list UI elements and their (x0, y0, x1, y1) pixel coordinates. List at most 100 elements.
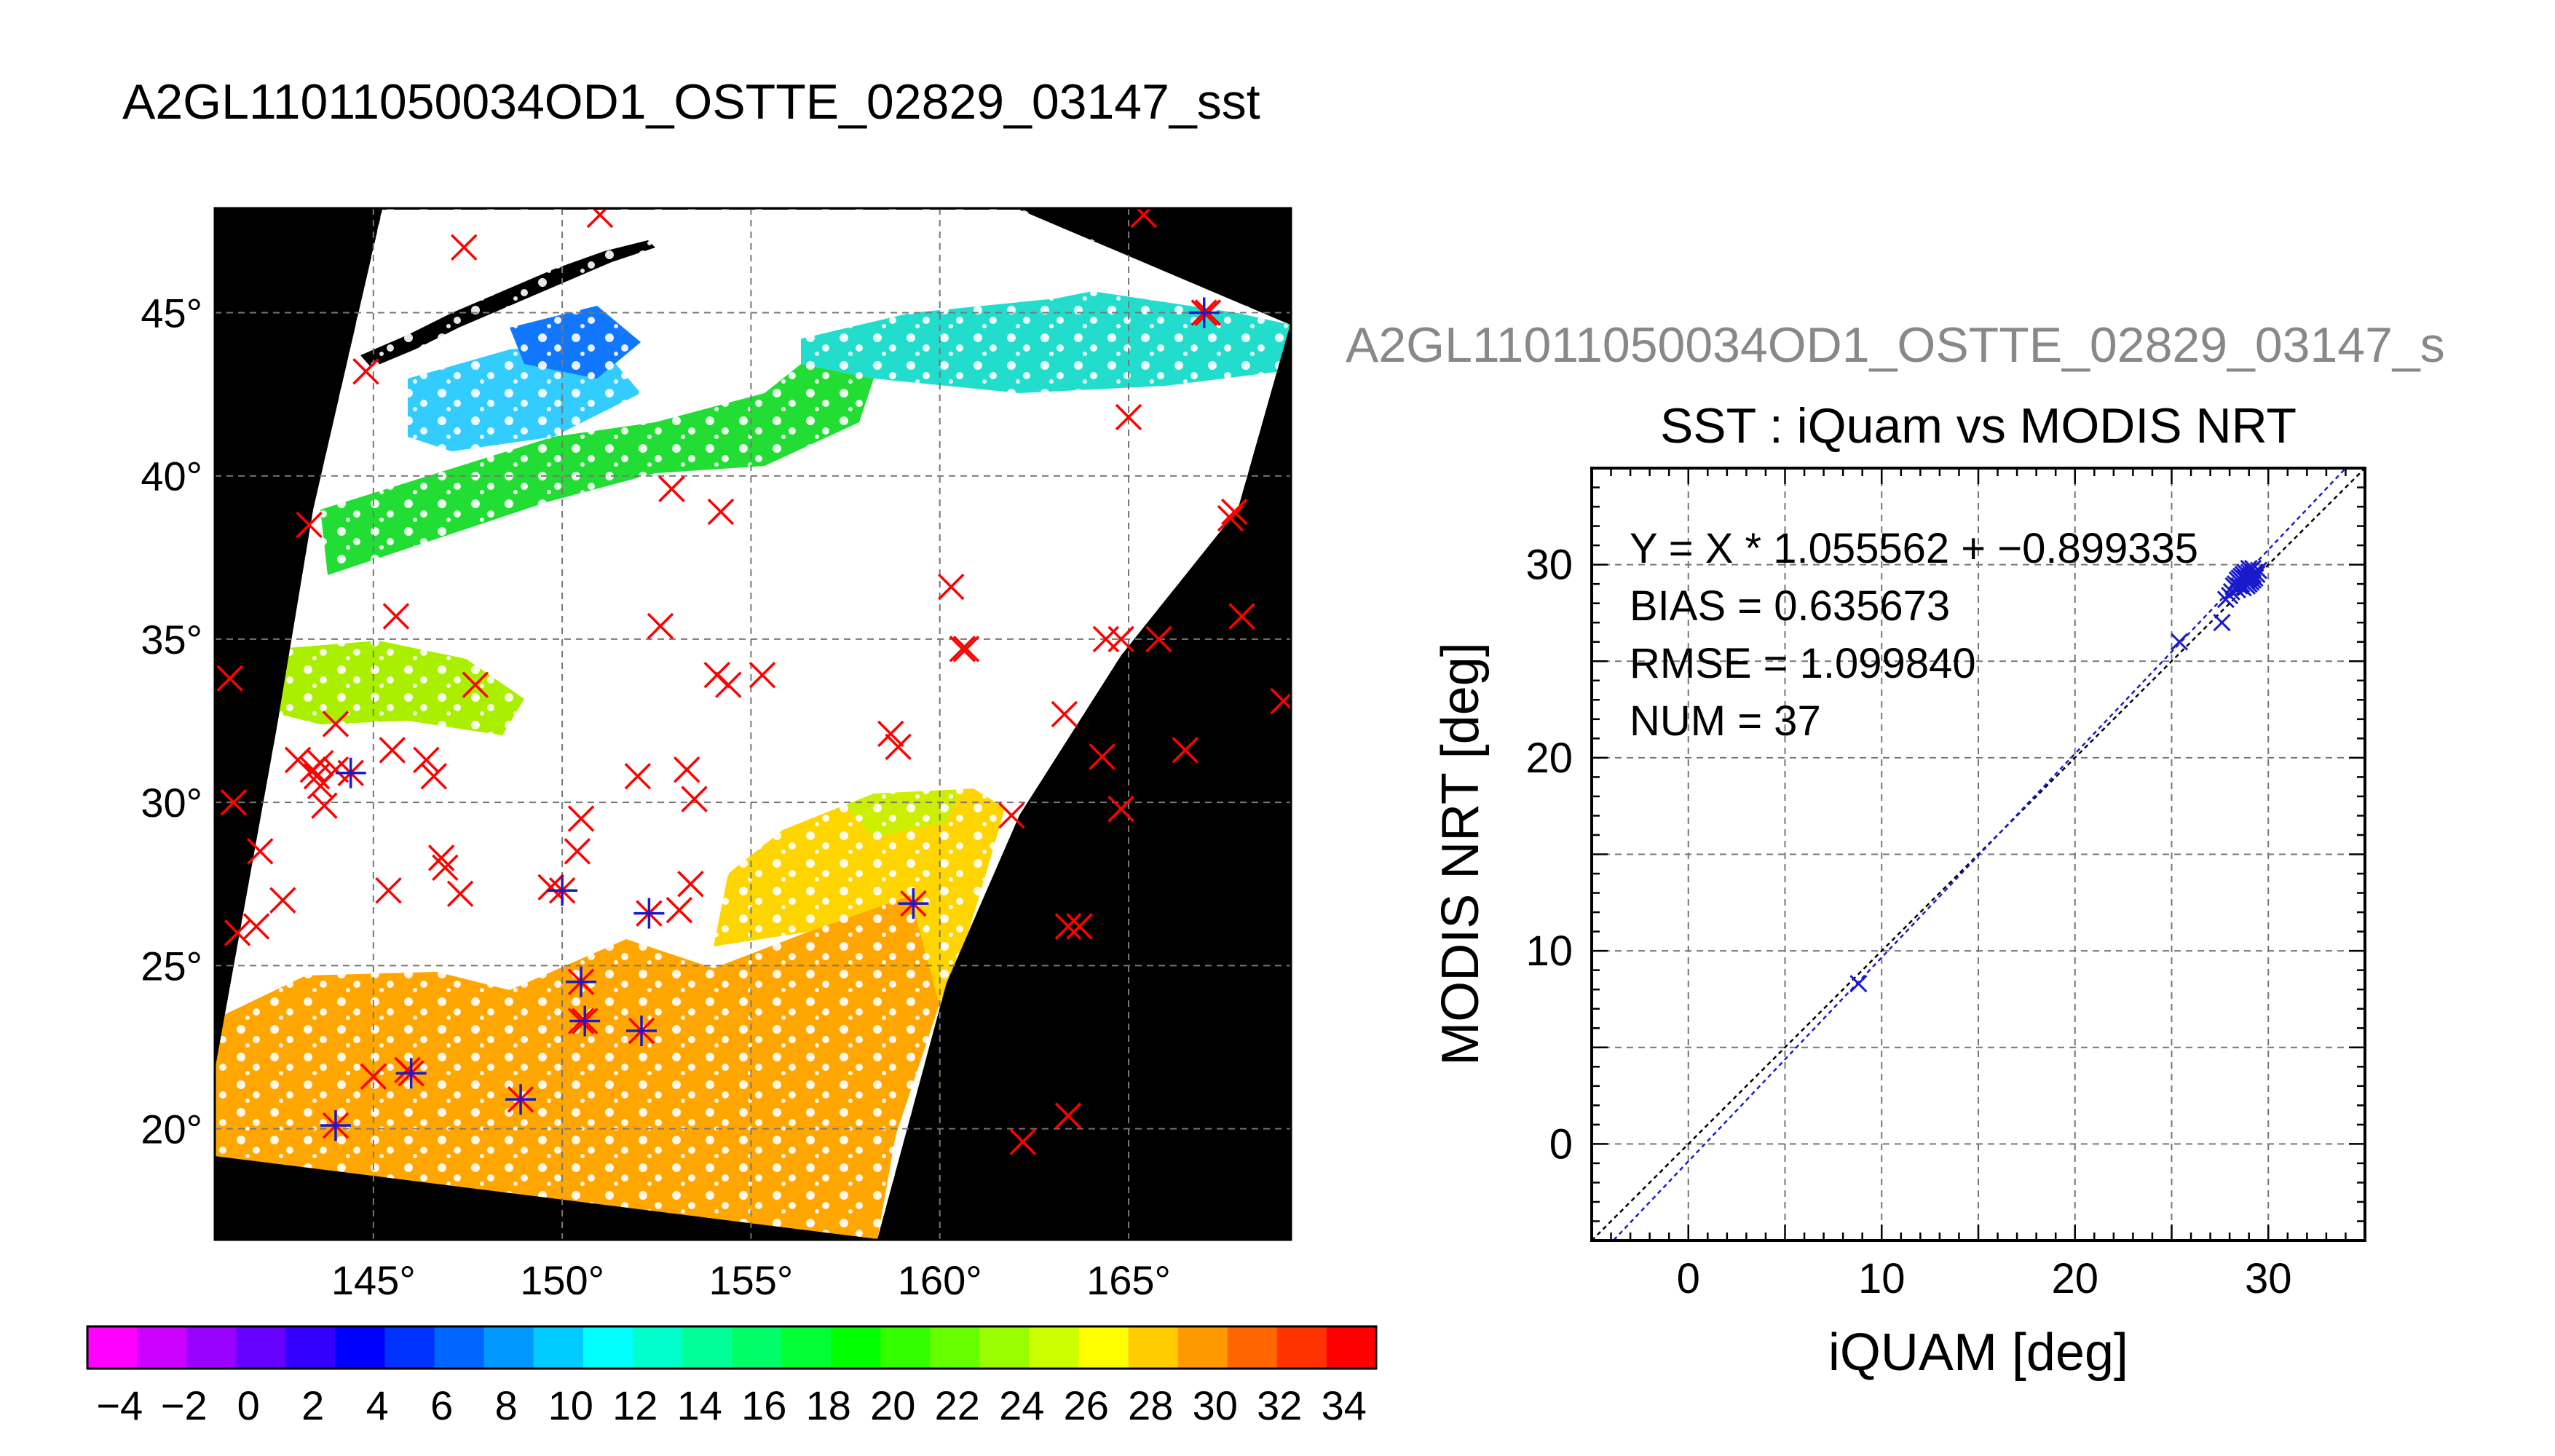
stats-line: BIAS = 0.635673 (1630, 582, 1950, 630)
iquam-marker (658, 475, 685, 502)
colorbar-cell (87, 1326, 138, 1369)
scatter-point (2249, 561, 2268, 579)
colorbar-cell (880, 1326, 931, 1369)
scatter-point (2248, 565, 2266, 583)
iquam-marker (413, 746, 440, 774)
map-lon-tick-label: 165° (1086, 1257, 1171, 1303)
map-lon-tick-label: 145° (331, 1257, 416, 1303)
iquam-marker (1054, 1102, 1082, 1129)
colorbar-cell (384, 1326, 435, 1369)
iquam-marker (242, 913, 270, 940)
iquam-marker (1066, 913, 1093, 940)
iquam-marker (246, 838, 274, 865)
iquam-marker (1051, 700, 1078, 728)
iquam-marker (749, 661, 776, 689)
iquam-marker (677, 870, 704, 898)
map-lon-tick-label: 155° (708, 1257, 793, 1303)
iquam-marker (666, 896, 693, 924)
iquam-marker (311, 792, 338, 819)
matchup-marker (566, 966, 597, 997)
iquam-marker (462, 671, 489, 698)
plot-frame (1590, 467, 2366, 1242)
stats-line: NUM = 37 (1630, 697, 1821, 745)
iquam-marker (674, 756, 700, 783)
colorbar-tick-label: 8 (495, 1382, 518, 1428)
colorbar-cell (186, 1326, 237, 1369)
iquam-marker (1107, 625, 1134, 653)
iquam-marker (1130, 208, 1157, 229)
page-title: A2GL11011050034OD1_OSTTE_02829_03147_sst (122, 74, 1260, 130)
y-tick-label: 30 (1525, 542, 1573, 589)
stats-line: RMSE = 1.099840 (1630, 640, 1976, 687)
iquam-marker (949, 636, 976, 662)
iquam-marker (446, 880, 474, 907)
iquam-marker (1009, 1128, 1037, 1155)
map-frame (213, 207, 1292, 1241)
colorbar-cell (1276, 1326, 1327, 1369)
colorbar-tick-label: 6 (430, 1382, 453, 1428)
colorbar-cell (137, 1326, 187, 1369)
colorbar-tick-label: 30 (1193, 1382, 1238, 1428)
colorbar-tick-label: 32 (1257, 1382, 1302, 1428)
scatter-point (2213, 614, 2231, 632)
iquam-marker (307, 750, 334, 777)
colorbar-tick-label: 0 (237, 1382, 260, 1428)
map-lat-tick-label: 30° (141, 780, 202, 826)
matchup-marker (395, 1058, 427, 1089)
iquam-marker (938, 573, 965, 601)
colorbar-cell (1326, 1326, 1377, 1369)
map-lat-tick-label: 20° (141, 1107, 202, 1152)
swath-edge-mask (877, 325, 1291, 1240)
colorbar-tick-label: 26 (1064, 1382, 1109, 1428)
scatter-points (1849, 559, 2268, 993)
iquam-marker (432, 854, 459, 882)
iquam-marker (998, 802, 1025, 829)
swath-left-mask (215, 208, 382, 1070)
x-tick-label: 10 (1858, 1255, 1906, 1302)
map-lat-tick-label: 25° (141, 943, 202, 989)
colorbar-cell (335, 1326, 386, 1369)
map-lat-tick-label: 35° (141, 617, 202, 662)
colorbar-cell (1029, 1326, 1080, 1369)
colorbar-tick-label: 20 (870, 1382, 915, 1428)
colorbar-tick-label: −4 (96, 1382, 143, 1428)
colorbar-tick-label: 4 (366, 1382, 389, 1428)
swath-top-mask (1019, 208, 1291, 325)
iquam-marker (885, 733, 912, 761)
map-gridlines (215, 208, 1291, 1240)
iquam-marker (586, 208, 614, 229)
iquam-marker (1107, 795, 1134, 823)
colorbar-tick-labels: −4 −2 0 2 4 6 8 10 12 14 16 18 20 22 24 26 28 30 32 34 (96, 1382, 1367, 1428)
regression-fit-line (1611, 468, 2347, 1241)
matchup-marker (898, 888, 929, 919)
iquam-marker (224, 919, 251, 946)
colorbar-tick-label: 18 (806, 1382, 851, 1428)
iquam-marker (296, 511, 323, 539)
iquam-marker (427, 844, 455, 871)
stats-box: Y = X * 1.055562 + −0.899335 BIAS = 0.635… (1630, 525, 2198, 745)
colorbar-cell (483, 1326, 534, 1369)
matchup-marker (335, 757, 366, 788)
iquam-marker (352, 357, 379, 385)
chart-title: SST : iQuam vs MODIS NRT (1660, 398, 2297, 454)
swath-bottom-mask (215, 1156, 877, 1239)
colorbar-cells (87, 1326, 1377, 1369)
colorbar-cell (632, 1326, 683, 1369)
matchup-marker (320, 1110, 351, 1142)
iquam-marker (451, 234, 478, 261)
map-markers (216, 208, 1291, 1155)
matchup-marker (569, 1005, 601, 1037)
map-tick-labels: 145° 150° 155° 160° 165° 20° 25° 30° 35° 40° 45° (141, 290, 1171, 1303)
colorbar-tick-label: 34 (1322, 1382, 1367, 1428)
colorbar-tick-label: 22 (935, 1382, 980, 1428)
colorbar-cell (285, 1326, 336, 1369)
iquam-marker (707, 498, 735, 526)
y-tick-label: 0 (1549, 1120, 1573, 1168)
colorbar-cell (1078, 1326, 1129, 1369)
x-axis-label: iQUAM [deg] (1828, 1324, 2128, 1382)
scatter-header: A2GL11011050034OD1_OSTTE_02829_03147_s (1346, 317, 2445, 373)
iquam-marker (1172, 737, 1199, 764)
map-lat-tick-label: 40° (141, 454, 202, 499)
iquam-marker (284, 746, 312, 774)
